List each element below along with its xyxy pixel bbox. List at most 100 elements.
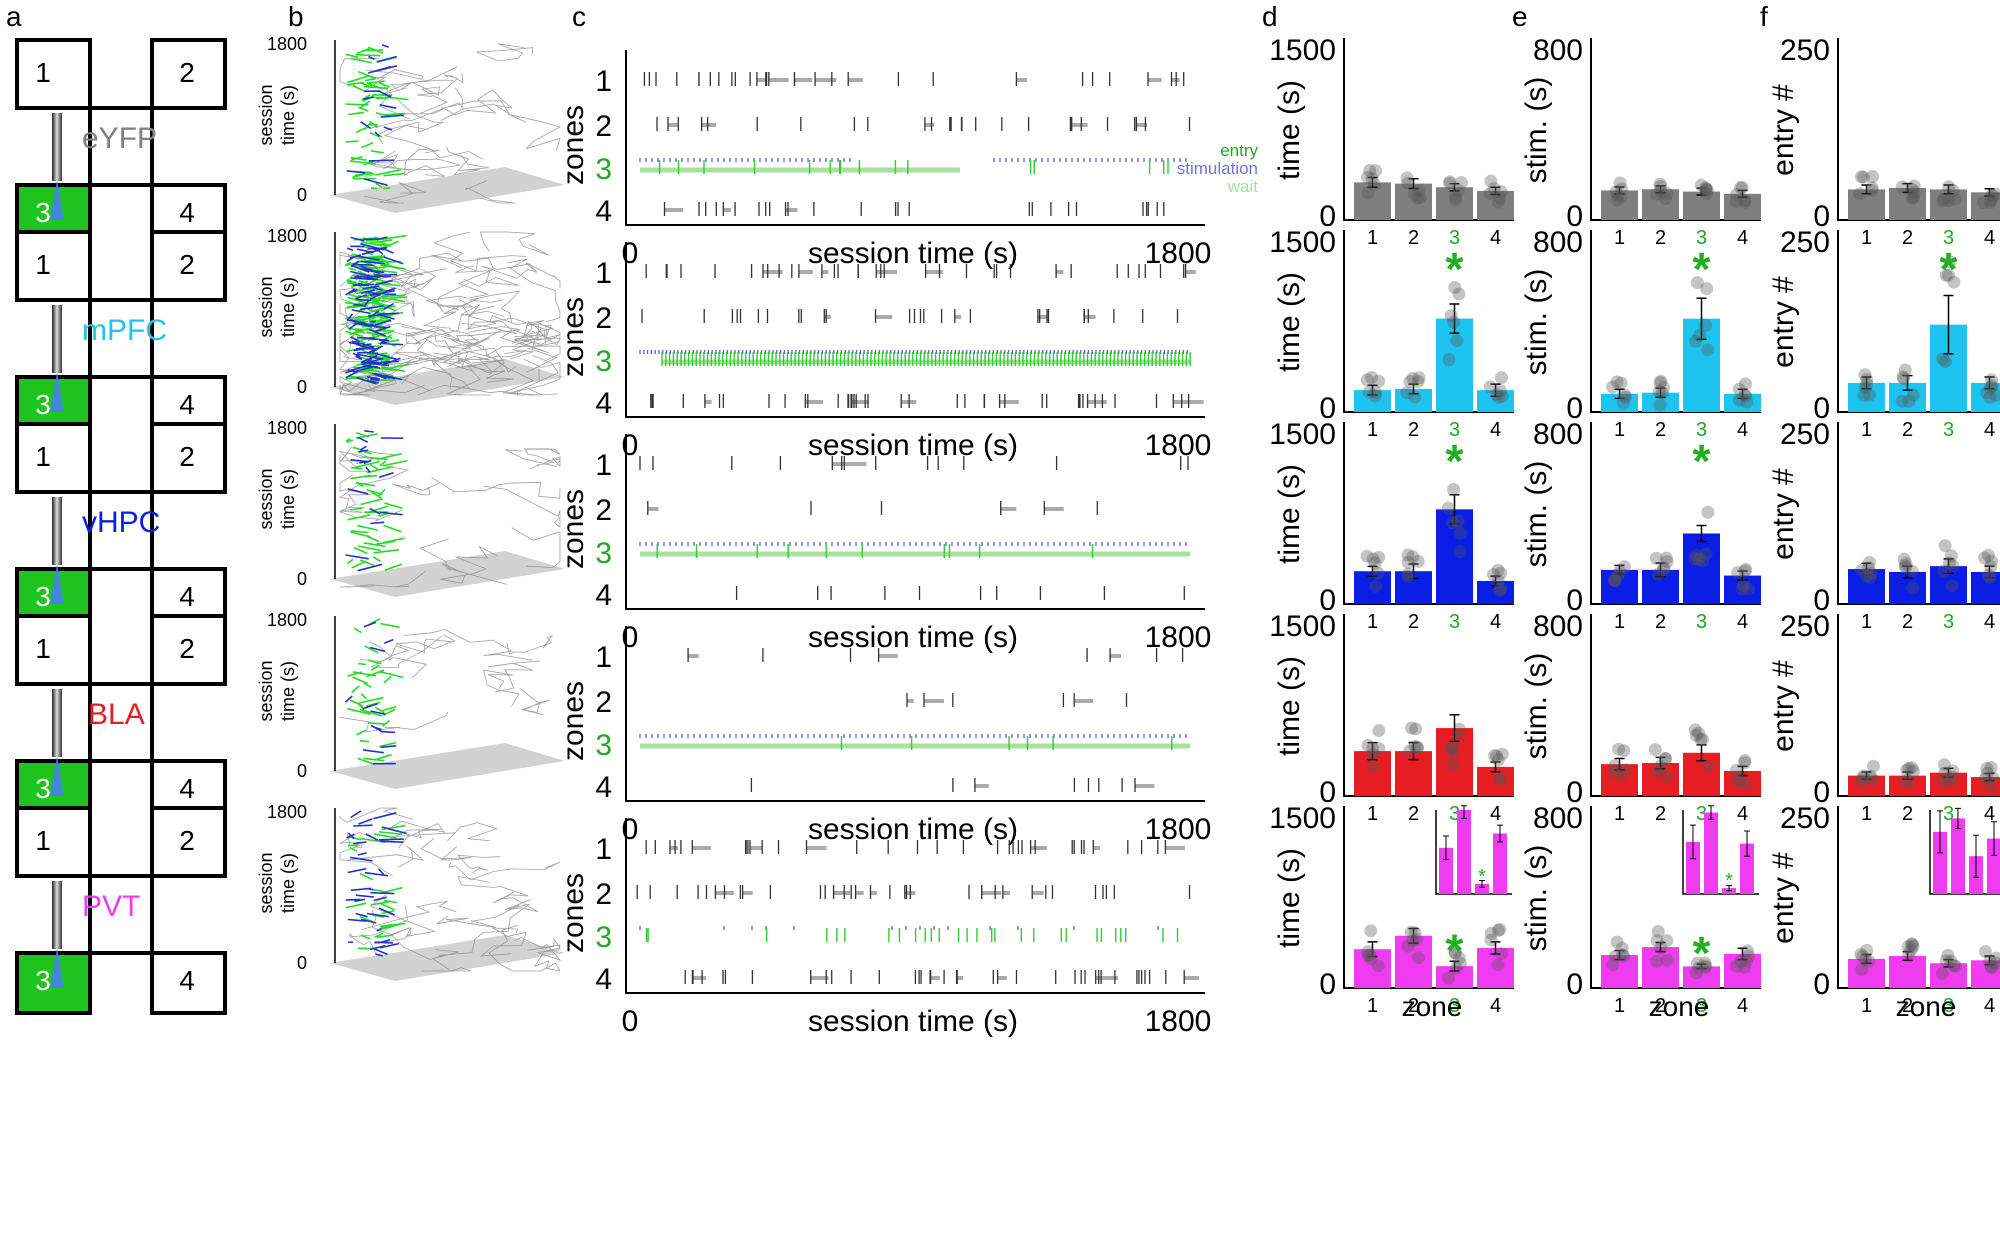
error-bar bbox=[1984, 772, 1995, 782]
error-bar bbox=[1902, 771, 1913, 781]
data-point bbox=[1452, 287, 1466, 301]
trajectory-stimulation bbox=[345, 430, 404, 572]
data-point bbox=[1362, 385, 1376, 399]
inset-bar bbox=[1686, 841, 1700, 894]
data-point bbox=[1854, 947, 1868, 961]
panel-letter-b: b bbox=[288, 1, 304, 32]
maze-zone-label: 2 bbox=[179, 57, 195, 88]
data-point bbox=[1451, 514, 1465, 528]
data-point bbox=[1986, 189, 2000, 203]
data-point bbox=[1401, 567, 1415, 581]
data-point bbox=[1410, 741, 1424, 755]
data-point bbox=[1494, 566, 1508, 580]
y-tick-max: 250 bbox=[1780, 226, 1830, 259]
significance-star: * bbox=[1446, 435, 1464, 487]
data-point bbox=[1936, 774, 1950, 788]
data-point bbox=[1944, 549, 1958, 563]
raster-xlabel: session time (s) bbox=[808, 429, 1018, 462]
error-bar bbox=[1696, 963, 1707, 970]
data-point bbox=[1906, 940, 1920, 954]
data-point bbox=[1453, 957, 1467, 971]
data-point bbox=[1731, 773, 1745, 787]
y-tick-zero: 0 bbox=[1566, 392, 1583, 425]
raster-x-tick-zero: 0 bbox=[622, 237, 639, 270]
maze-zone-label: 4 bbox=[179, 197, 195, 228]
y-tick-zero: 0 bbox=[1813, 584, 1830, 617]
raster-stim-ticks bbox=[639, 734, 1187, 738]
x-tick-zone-2: 2 bbox=[1408, 611, 1419, 633]
bar-ylabel: time (s) bbox=[1273, 464, 1306, 564]
bar-chart-stim-bla: 800 0 stim. (s) 1 2 3 4 bbox=[1520, 610, 1761, 825]
y-tick-zero: 0 bbox=[1319, 200, 1336, 233]
data-point bbox=[1488, 748, 1502, 762]
data-point bbox=[1701, 760, 1715, 774]
data-point bbox=[1484, 933, 1498, 947]
maze-zone-label: 1 bbox=[35, 825, 51, 856]
data-point bbox=[1446, 758, 1460, 772]
data-point bbox=[1491, 923, 1505, 937]
maze-zone-label: 4 bbox=[179, 581, 195, 612]
data-point bbox=[1862, 555, 1876, 569]
error-bar bbox=[1614, 757, 1625, 771]
maze-zone-label: 3 bbox=[35, 965, 51, 996]
bar-chart-stim-vhpc: 800 0 stim. (s) 1 2 3 4 * bbox=[1520, 418, 1761, 633]
x-tick-zone-2: 2 bbox=[1655, 995, 1666, 1017]
raster-entry-ticks bbox=[645, 264, 1187, 278]
error-bar bbox=[1984, 955, 1995, 966]
data-point bbox=[1943, 774, 1957, 788]
data-point bbox=[1701, 343, 1715, 357]
raster-xlabel: session time (s) bbox=[808, 813, 1018, 846]
data-point bbox=[1738, 756, 1752, 770]
data-point bbox=[1984, 780, 1998, 794]
data-point bbox=[1982, 568, 1996, 582]
data-point bbox=[1899, 557, 1913, 571]
z-axis-label-line: time (s) bbox=[278, 853, 298, 913]
data-point bbox=[1372, 741, 1386, 755]
bar-ylabel: time (s) bbox=[1273, 848, 1306, 948]
error-bar bbox=[1861, 376, 1872, 390]
data-point bbox=[1493, 922, 1507, 936]
data-point bbox=[1860, 377, 1874, 391]
data-point bbox=[1494, 371, 1508, 385]
x-tick-zone-2: 2 bbox=[1655, 611, 1666, 633]
bar-zone-3 bbox=[1930, 772, 1967, 796]
raster-zone-label: 2 bbox=[595, 110, 612, 143]
panel-letter-d: d bbox=[1262, 1, 1278, 32]
error-bar bbox=[1861, 562, 1872, 576]
data-point bbox=[1866, 170, 1880, 184]
raster-xlabel: session time (s) bbox=[808, 1005, 1018, 1038]
data-point bbox=[1447, 746, 1461, 760]
data-point bbox=[1653, 376, 1667, 390]
z-axis-label: session time (s) bbox=[256, 84, 298, 145]
data-point bbox=[1611, 568, 1625, 582]
data-point bbox=[1449, 193, 1463, 207]
error-bar bbox=[1614, 564, 1625, 576]
legend-entry: entry bbox=[1220, 141, 1258, 160]
bar-ylabel: time (s) bbox=[1273, 656, 1306, 756]
maze-zone-label: 2 bbox=[179, 825, 195, 856]
data-point bbox=[1484, 174, 1498, 188]
raster-zone-label: 1 bbox=[595, 641, 612, 674]
data-point bbox=[1483, 187, 1497, 201]
data-point bbox=[1939, 954, 1953, 968]
data-point bbox=[1937, 758, 1951, 772]
data-point bbox=[1742, 582, 1756, 596]
inset-bar bbox=[1475, 883, 1489, 894]
y-tick-max: 1500 bbox=[1269, 802, 1336, 835]
error-bar bbox=[1984, 376, 1995, 390]
light-cone bbox=[50, 372, 64, 412]
bar-chart-time-vhpc: 1500 0 time (s) 1 2 3 4 * bbox=[1269, 418, 1514, 633]
data-point bbox=[1493, 584, 1507, 598]
data-point bbox=[1400, 171, 1414, 185]
data-point bbox=[1730, 188, 1744, 202]
raster-zone-label: 3 bbox=[595, 153, 612, 186]
x-tick-zone-3: 3 bbox=[1449, 419, 1460, 441]
significance-star: * bbox=[1940, 243, 1958, 295]
data-point bbox=[1614, 376, 1628, 390]
x-tick-zone-2: 2 bbox=[1408, 995, 1419, 1017]
raster-entry-ticks bbox=[840, 736, 1173, 750]
trajectory-lines bbox=[339, 807, 562, 972]
error-bar bbox=[1367, 565, 1378, 577]
